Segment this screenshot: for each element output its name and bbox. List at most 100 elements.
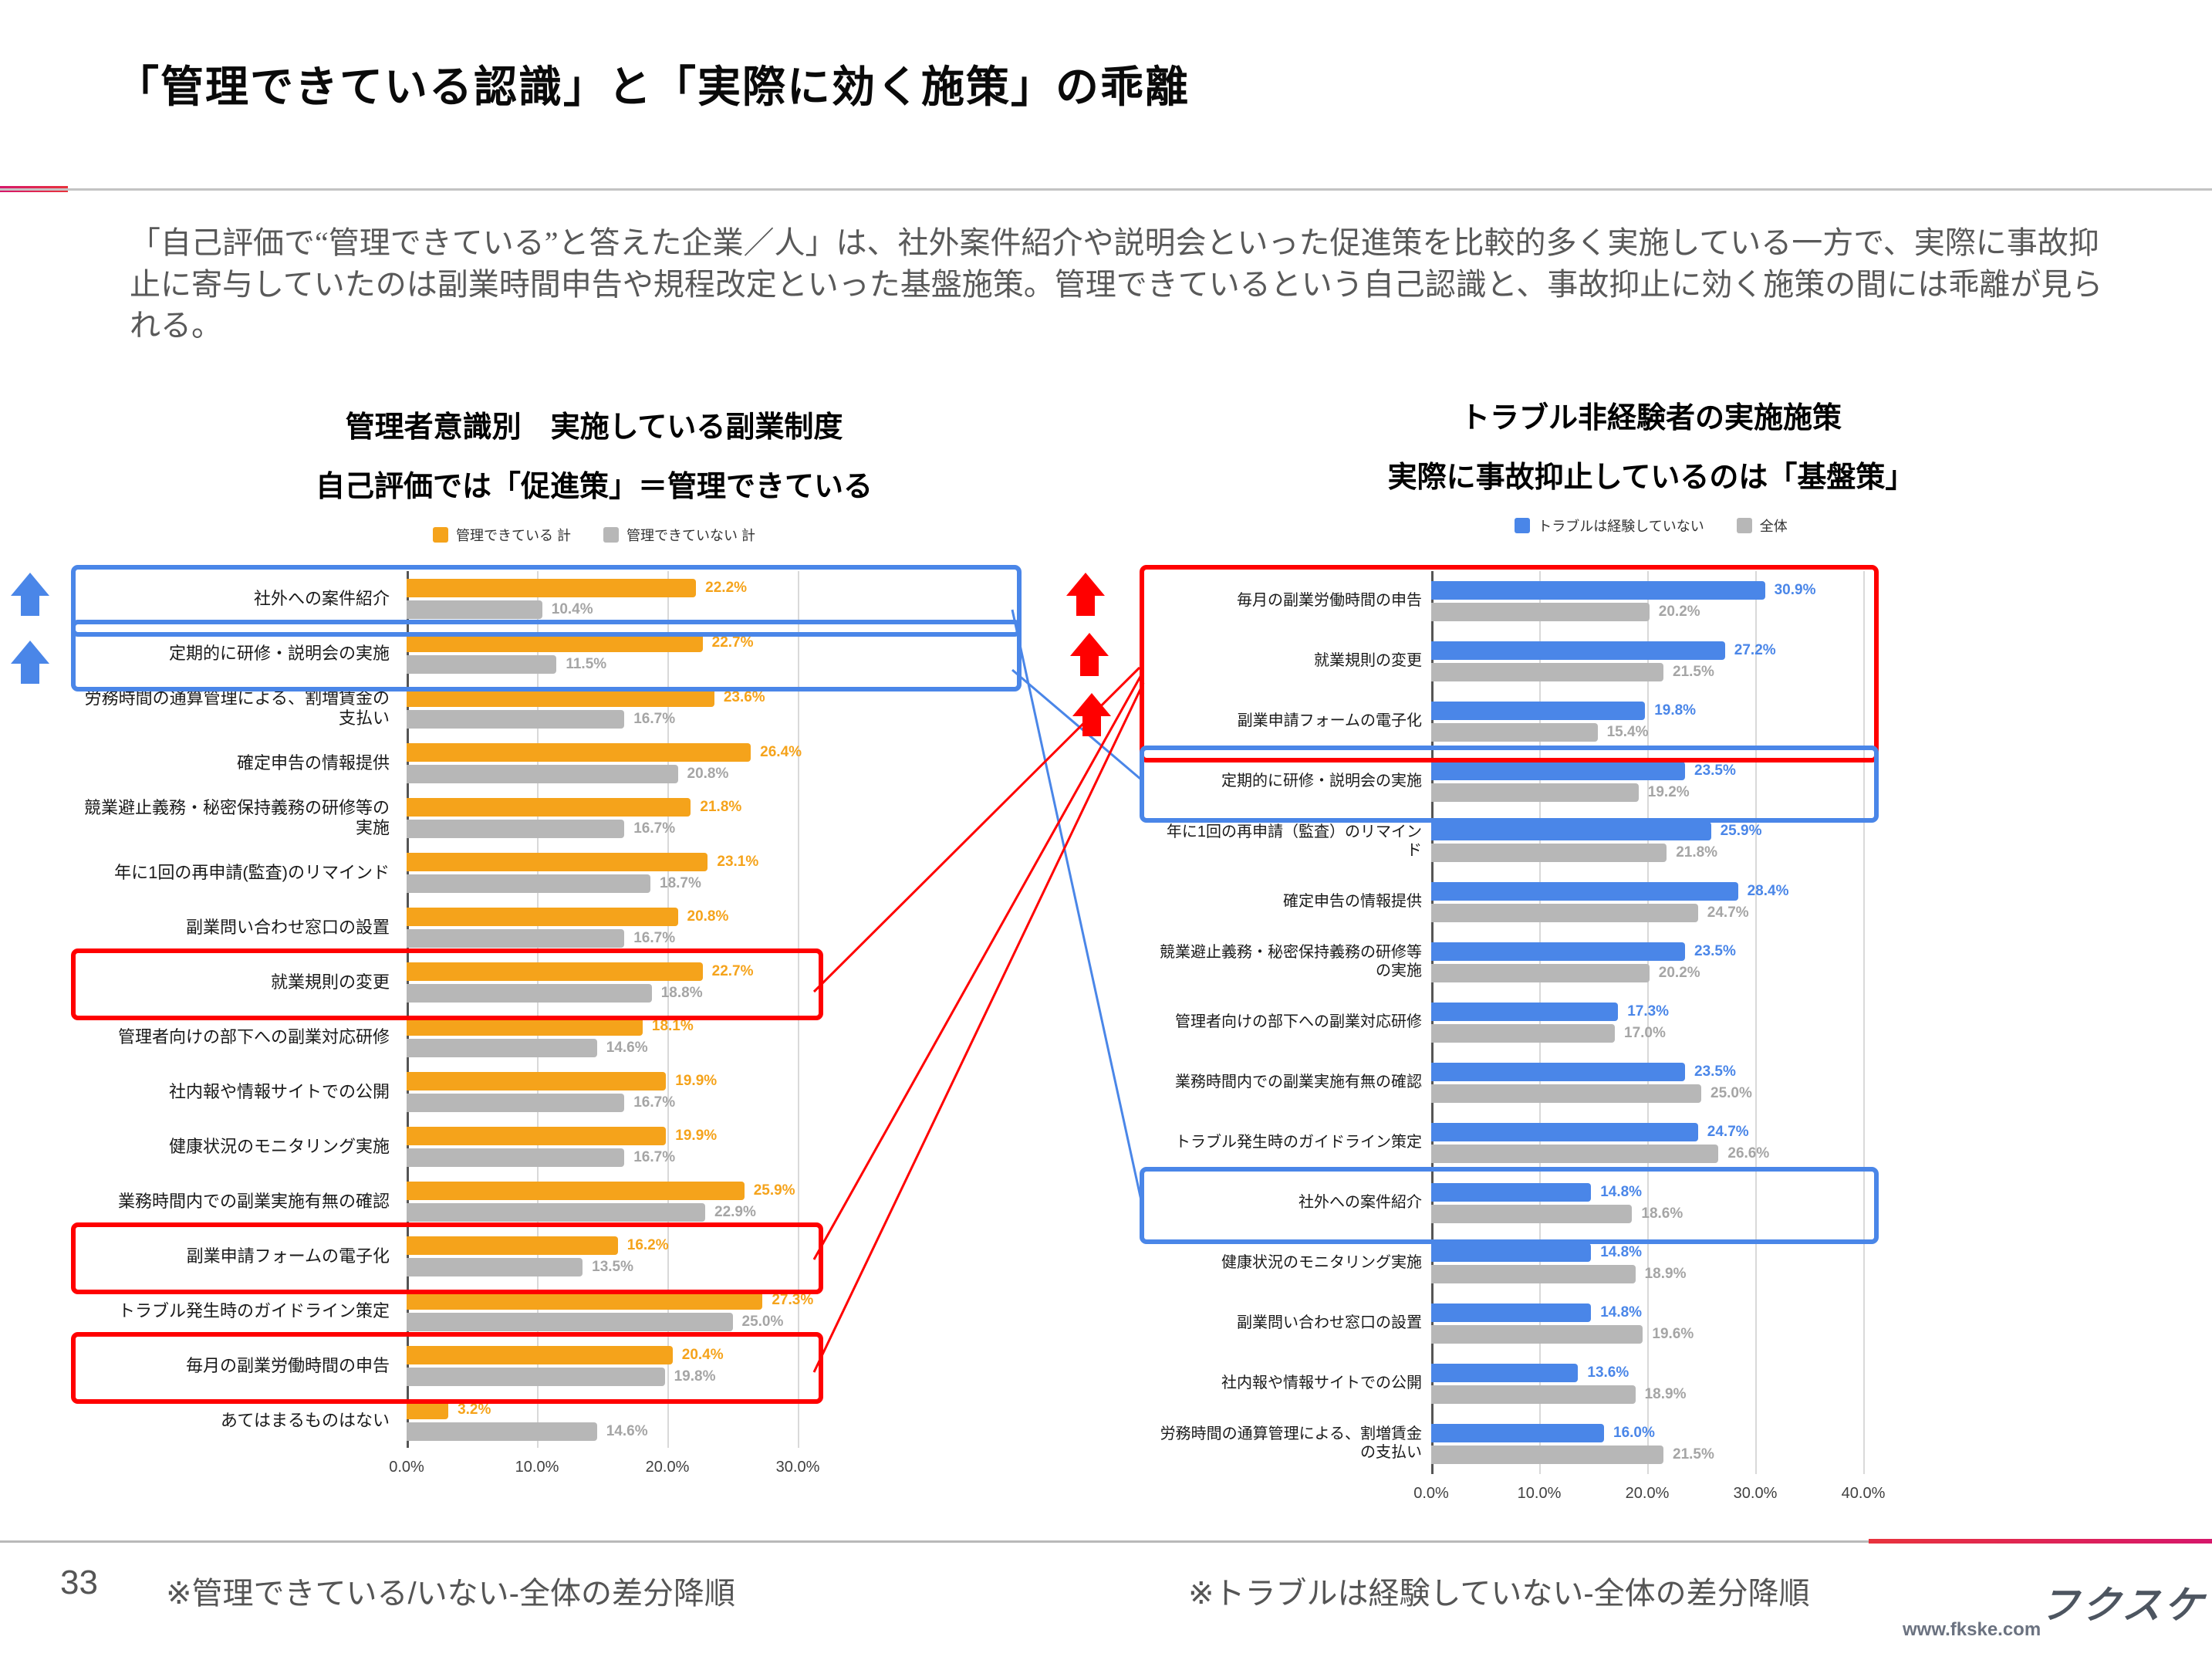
chart-row: 社外への案件紹介 22.2% 10.4%	[73, 571, 1045, 626]
value-label: 14.8%	[1600, 1184, 1643, 1200]
legend-label: 全体	[1759, 519, 1788, 534]
highlight-box-blue	[71, 565, 1022, 637]
value-label: 21.8%	[1676, 844, 1718, 861]
category-label: 年に1回の再申請(監査)のリマインド	[114, 862, 390, 882]
bar-primary	[407, 1346, 673, 1364]
legend-swatch	[1736, 518, 1752, 533]
left-chart-header: 管理者意識別 実施している副業制度 自己評価では「促進策」＝管理できている 管理…	[131, 403, 1057, 545]
value-label: 20.2%	[1658, 604, 1700, 620]
right-chart-legend: トラブルは経験していない 全体	[1281, 516, 2021, 536]
footer-accent-bar	[1869, 1539, 2212, 1544]
arrow-head	[11, 641, 49, 664]
fukusuke-logo: フクスケ	[2036, 1584, 2212, 1627]
value-label: 24.7%	[1707, 905, 1749, 921]
category-label: 確定申告の情報提供	[1283, 893, 1422, 911]
bar-primary	[407, 688, 714, 707]
bar-total	[1431, 663, 1663, 681]
value-label: 11.5%	[566, 656, 607, 672]
value-label: 19.9%	[675, 1073, 718, 1089]
bar-primary	[1431, 882, 1738, 901]
bar-total	[407, 655, 557, 674]
value-label: 24.7%	[1707, 1124, 1749, 1140]
gridline	[1755, 571, 1757, 1474]
value-label: 22.2%	[705, 580, 748, 596]
highlight-box-red	[71, 948, 823, 1020]
bar-primary	[1431, 1063, 1685, 1081]
bar-total	[1431, 783, 1639, 802]
category-label: 年に1回の再申請（監査）のリマインド	[1166, 823, 1422, 859]
bar-primary	[1431, 581, 1765, 600]
category-label: 毎月の副業労働時間の申告	[1237, 592, 1422, 610]
category-label: 定期的に研修・説明会の実施	[1221, 773, 1422, 790]
arrow-head	[1070, 633, 1109, 656]
chart-row: 競業避止義務・秘密保持義務の研修等の実施 23.5% 20.2%	[1153, 932, 2195, 992]
value-label: 18.1%	[651, 1018, 694, 1034]
chart-row: 年に1回の再申請(監査)のリマインド 23.1% 18.7%	[73, 845, 1045, 900]
legend-label: トラブルは経験していない	[1538, 519, 1704, 534]
bar-total	[407, 1148, 625, 1167]
value-label: 19.8%	[1654, 702, 1697, 719]
bar-primary	[1431, 641, 1725, 660]
bar-total	[1431, 964, 1650, 982]
bar-primary	[407, 1072, 667, 1090]
value-label: 10.4%	[551, 601, 593, 617]
arrow-stem	[1082, 716, 1101, 736]
legend-item: 全体	[1736, 516, 1788, 536]
value-label: 18.8%	[660, 985, 703, 1001]
highlight-box-blue	[1140, 1167, 1879, 1244]
bar-primary	[1431, 1243, 1592, 1262]
bar-total	[407, 600, 542, 619]
category-label: 業務時間内での副業実施有無の確認	[117, 1191, 390, 1211]
gridline	[1647, 571, 1649, 1474]
category-label: トラブル発生時のガイドライン策定	[117, 1300, 390, 1320]
category-label: 毎月の副業労働時間の申告	[185, 1355, 390, 1375]
value-label: 27.3%	[772, 1292, 814, 1308]
bar-primary	[407, 962, 703, 981]
bar-primary	[407, 1127, 667, 1145]
x-tick-label: 0.0%	[389, 1459, 424, 1476]
bar-total	[407, 874, 651, 893]
value-label: 21.5%	[1673, 1446, 1714, 1462]
blue-up-arrow	[11, 573, 49, 616]
category-label: 競業避止義務・秘密保持義務の研修等の実施	[1160, 944, 1422, 979]
category-label: 副業申請フォームの電子化	[186, 1246, 390, 1266]
top-divider	[0, 188, 2212, 191]
value-label: 16.7%	[633, 1094, 676, 1111]
value-label: 19.8%	[674, 1368, 716, 1385]
legend-swatch	[1515, 518, 1531, 533]
legend-label: 管理できている 計	[455, 528, 571, 543]
value-label: 25.0%	[741, 1314, 784, 1330]
bar-primary	[1431, 1304, 1592, 1322]
value-label: 13.6%	[1587, 1364, 1629, 1381]
chart-row: 競業避止義務・秘密保持義務の研修等の実施 21.8% 16.7%	[73, 790, 1045, 845]
x-tick-label: 20.0%	[1625, 1485, 1670, 1502]
value-label: 25.9%	[1720, 823, 1762, 839]
x-tick-label: 0.0%	[1413, 1485, 1449, 1502]
category-label: 副業問い合わせ窓口の設置	[185, 917, 390, 937]
chart-row: 副業問い合わせ窓口の設置 14.8% 19.6%	[1153, 1293, 2195, 1354]
bar-total	[407, 1368, 665, 1386]
bar-total	[1431, 1325, 1643, 1344]
chart-row: 就業規則の変更 27.2% 21.5%	[1153, 631, 2195, 691]
value-label: 25.9%	[753, 1182, 795, 1199]
bar-total	[1431, 1446, 1663, 1464]
category-label: 健康状況のモニタリング実施	[168, 1136, 390, 1156]
value-label: 16.7%	[633, 711, 676, 727]
chart-row: 社内報や情報サイトでの公開 13.6% 18.9%	[1153, 1354, 2195, 1414]
right-chart-header: トラブル非経験者の実施施策 実際に事故抑止しているのは「基盤策」 トラブルは経験…	[1281, 394, 2021, 536]
value-label: 28.4%	[1747, 883, 1789, 899]
value-label: 13.5%	[592, 1259, 634, 1275]
chart-row: 労務時間の通算管理による、割増賃金の支払い 16.0% 21.5%	[1153, 1414, 2195, 1474]
x-tick-label: 40.0%	[1841, 1485, 1886, 1502]
category-label: 社内報や情報サイトでの公開	[168, 1081, 390, 1101]
chart-row: 年に1回の再申請（監査）のリマインド 25.9% 21.8%	[1153, 812, 2195, 872]
legend-item: 管理できていない 計	[603, 525, 755, 545]
bar-total	[407, 1422, 597, 1441]
bar-primary	[407, 1291, 763, 1310]
chart-row: 定期的に研修・説明会の実施 23.5% 19.2%	[1153, 752, 2195, 812]
value-label: 15.4%	[1606, 724, 1649, 740]
x-tick-label: 10.0%	[515, 1459, 559, 1476]
right-chart-title: トラブル非経験者の実施施策	[1460, 402, 1842, 435]
highlight-box-red	[1140, 565, 1879, 762]
bar-primary	[407, 798, 691, 817]
